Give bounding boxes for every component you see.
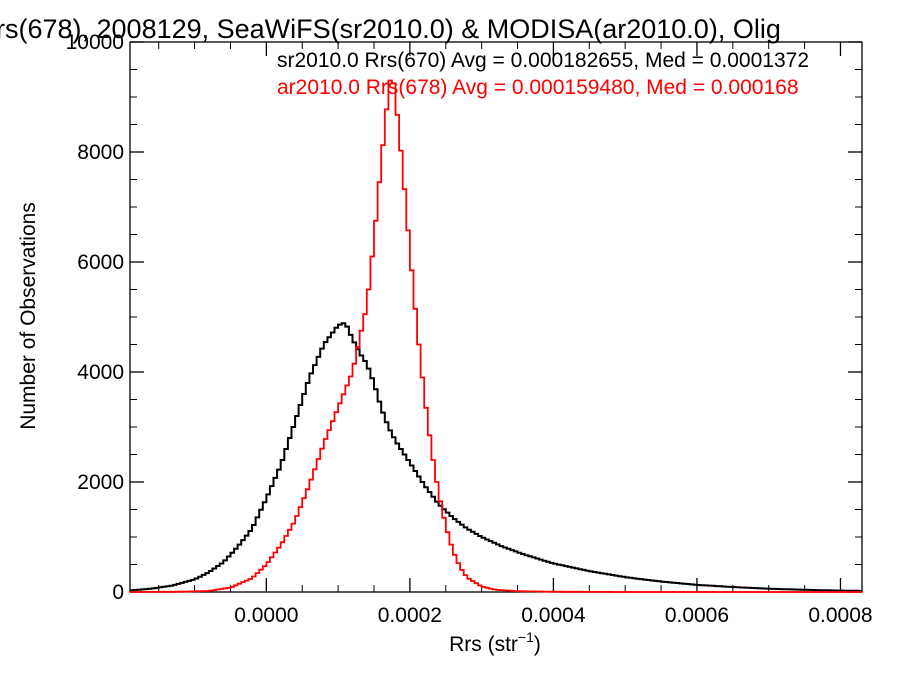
- y-tick-label: 8000: [77, 141, 124, 164]
- x-axis-title: Rrs (str−1): [449, 629, 541, 656]
- y-tick-label: 10000: [66, 31, 124, 54]
- y-tick-label: 0: [112, 581, 124, 604]
- plot-frame: [129, 41, 863, 593]
- x-tick-label: 0.0006: [665, 604, 729, 627]
- x-axis-title-superscript: −1: [518, 629, 534, 645]
- x-tick-label: 0.0008: [808, 604, 872, 627]
- x-axis: 0.0000 0.0002 0.0004 0.0006 0.0008: [158, 42, 873, 627]
- series-line-0: [130, 322, 862, 592]
- legend-entry: sr2010.0 Rrs(670) Avg = 0.000182655, Med…: [277, 49, 809, 72]
- chart-title: rs(678), 2008129, SeaWiFS(sr2010.0) & MO…: [0, 14, 781, 44]
- x-tick-label: 0.0002: [378, 604, 442, 627]
- plot-border: [129, 41, 863, 593]
- x-tick-label: 0.0000: [234, 604, 298, 627]
- legend: sr2010.0 Rrs(670) Avg = 0.000182655, Med…: [277, 49, 809, 99]
- y-tick-label: 6000: [77, 251, 124, 274]
- y-axis-title: Number of Observations: [17, 202, 40, 430]
- legend-entry: ar2010.0 Rrs(678) Avg = 0.000159480, Med…: [277, 76, 799, 99]
- x-tick-label: 0.0004: [521, 604, 586, 627]
- series-line-1: [130, 79, 862, 593]
- y-tick-label: 4000: [77, 361, 124, 384]
- y-axis: 0 2000 4000 6000 8000 10000: [66, 31, 862, 604]
- series-layer: [130, 79, 862, 593]
- x-axis-title-tail: ): [534, 633, 541, 656]
- x-axis-title-main: Rrs (str: [449, 633, 518, 656]
- y-tick-label: 2000: [77, 471, 124, 494]
